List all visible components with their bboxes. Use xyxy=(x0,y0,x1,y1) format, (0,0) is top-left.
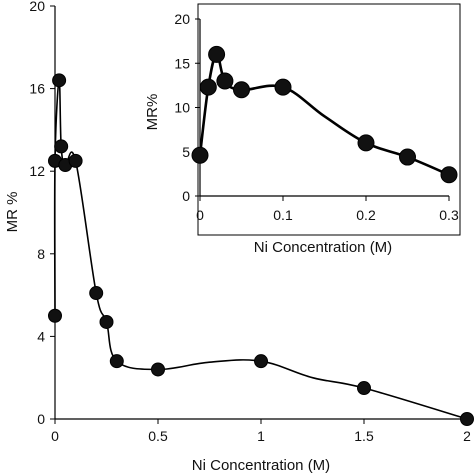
main-data-point xyxy=(48,308,62,323)
main-data-point xyxy=(460,412,474,426)
main-x-tick-label: 0.5 xyxy=(148,428,168,444)
main-x-tick-label: 2 xyxy=(463,428,471,444)
main-data-point xyxy=(89,286,104,301)
inset-plot-layer: 0 0.1 0.2 0.3 0 5 10 15 20 xyxy=(174,11,459,223)
main-data-point xyxy=(151,362,165,377)
main-data-point xyxy=(99,314,114,329)
inset-data-point xyxy=(233,81,250,99)
main-data-point xyxy=(52,73,67,88)
main-y-tick-label: 8 xyxy=(37,246,45,262)
inset-x-tick-label: 0 xyxy=(196,207,204,223)
main-y-axis-label: MR % xyxy=(4,192,21,233)
inset-data-point xyxy=(216,72,234,90)
inset-data-point xyxy=(199,78,217,96)
inset-x-axis-label: Ni Concentration (M) xyxy=(254,239,392,256)
inset-data-point xyxy=(440,166,458,184)
main-data-point xyxy=(357,381,371,396)
main-x-tick-label: 1 xyxy=(257,428,265,444)
inset-data-point xyxy=(399,148,416,166)
inset-x-tick-label: 0.2 xyxy=(356,207,376,223)
inset-series-line xyxy=(198,53,450,176)
inset-y-tick-label: 5 xyxy=(182,144,190,160)
inset-x-tick-label: 0.3 xyxy=(439,207,459,223)
main-x-tick-label: 0 xyxy=(51,428,59,444)
inset-y-tick-label: 10 xyxy=(174,100,190,116)
inset-y-axis-label: MR% xyxy=(144,94,161,131)
main-data-point xyxy=(254,354,268,369)
main-data-point xyxy=(68,153,83,168)
inset-y-tick-label: 20 xyxy=(174,11,190,27)
main-y-tick-label: 16 xyxy=(29,81,45,97)
main-y-tick-label: 4 xyxy=(37,328,45,344)
main-y-tick-label: 12 xyxy=(29,163,45,179)
inset-data-point xyxy=(191,146,209,164)
inset-data-point xyxy=(274,78,292,96)
main-x-axis-label: Ni Concentration (M) xyxy=(192,457,330,474)
main-data-point xyxy=(109,354,124,369)
inset-data-point xyxy=(357,134,375,152)
main-x-tick-label: 1.5 xyxy=(354,428,374,444)
main-data-point xyxy=(54,139,69,154)
inset-data-point xyxy=(208,45,226,63)
inset-y-tick-label: 15 xyxy=(174,55,190,71)
inset-y-tick-label: 0 xyxy=(182,188,190,204)
inset-x-tick-label: 0.1 xyxy=(273,207,293,223)
main-y-tick-label: 20 xyxy=(29,0,45,14)
main-y-tick-label: 0 xyxy=(37,411,45,427)
